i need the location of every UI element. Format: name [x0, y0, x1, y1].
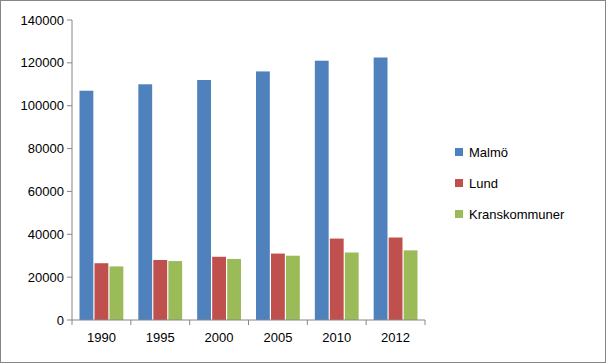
bar: [404, 250, 418, 320]
x-tick: [307, 320, 308, 325]
y-axis: [72, 20, 73, 320]
y-tick: [67, 148, 72, 149]
legend-swatch: [455, 179, 463, 187]
x-tick: [189, 320, 190, 325]
bar: [271, 254, 285, 320]
y-tick-label: 140000: [21, 13, 64, 28]
bar: [138, 84, 152, 320]
y-tick-label: 40000: [28, 227, 64, 242]
chart-border: [1, 1, 606, 363]
chart: 0 20000 40000 60000 80000 100000 120000 140000 1…: [0, 0, 606, 363]
legend-swatch: [455, 210, 463, 218]
x-tick-label: 2000: [205, 330, 234, 345]
y-tick: [67, 277, 72, 278]
y-tick: [67, 234, 72, 235]
y-tick-label: 0: [57, 313, 64, 328]
legend-swatch: [455, 148, 463, 156]
y-tick-label: 80000: [28, 141, 64, 156]
bar: [389, 238, 403, 321]
y-tick-label: 120000: [21, 55, 64, 70]
bar: [197, 80, 211, 320]
bar: [330, 239, 344, 320]
bar: [153, 260, 167, 320]
bar: [80, 91, 94, 320]
legend-label: Malmö: [469, 145, 508, 160]
bar: [315, 61, 329, 320]
y-tick: [67, 20, 72, 21]
bar: [212, 257, 226, 320]
y-tick: [67, 320, 72, 321]
bar: [374, 58, 388, 321]
x-tick-label: 1990: [87, 330, 116, 345]
bar: [95, 263, 109, 320]
x-tick-label: 1995: [146, 330, 175, 345]
y-tick-label: 20000: [28, 270, 64, 285]
bars: [80, 58, 418, 321]
y-tick: [67, 62, 72, 63]
bar: [256, 71, 270, 320]
bar: [168, 261, 182, 320]
bar: [227, 259, 241, 320]
y-tick: [67, 191, 72, 192]
bar: [345, 253, 359, 321]
x-tick: [72, 320, 73, 325]
y-tick: [67, 105, 72, 106]
bar: [286, 256, 300, 320]
legend-label: Lund: [469, 176, 498, 191]
x-tick: [248, 320, 249, 325]
y-tick-label: 60000: [28, 184, 64, 199]
bar: [110, 266, 124, 320]
x-tick-label: 2012: [381, 330, 410, 345]
x-tick-label: 2010: [322, 330, 351, 345]
y-tick-label: 100000: [21, 98, 64, 113]
x-tick: [425, 320, 426, 325]
legend-label: Kranskommuner: [469, 207, 565, 222]
x-tick: [366, 320, 367, 325]
x-tick: [130, 320, 131, 325]
x-tick-label: 2005: [263, 330, 292, 345]
